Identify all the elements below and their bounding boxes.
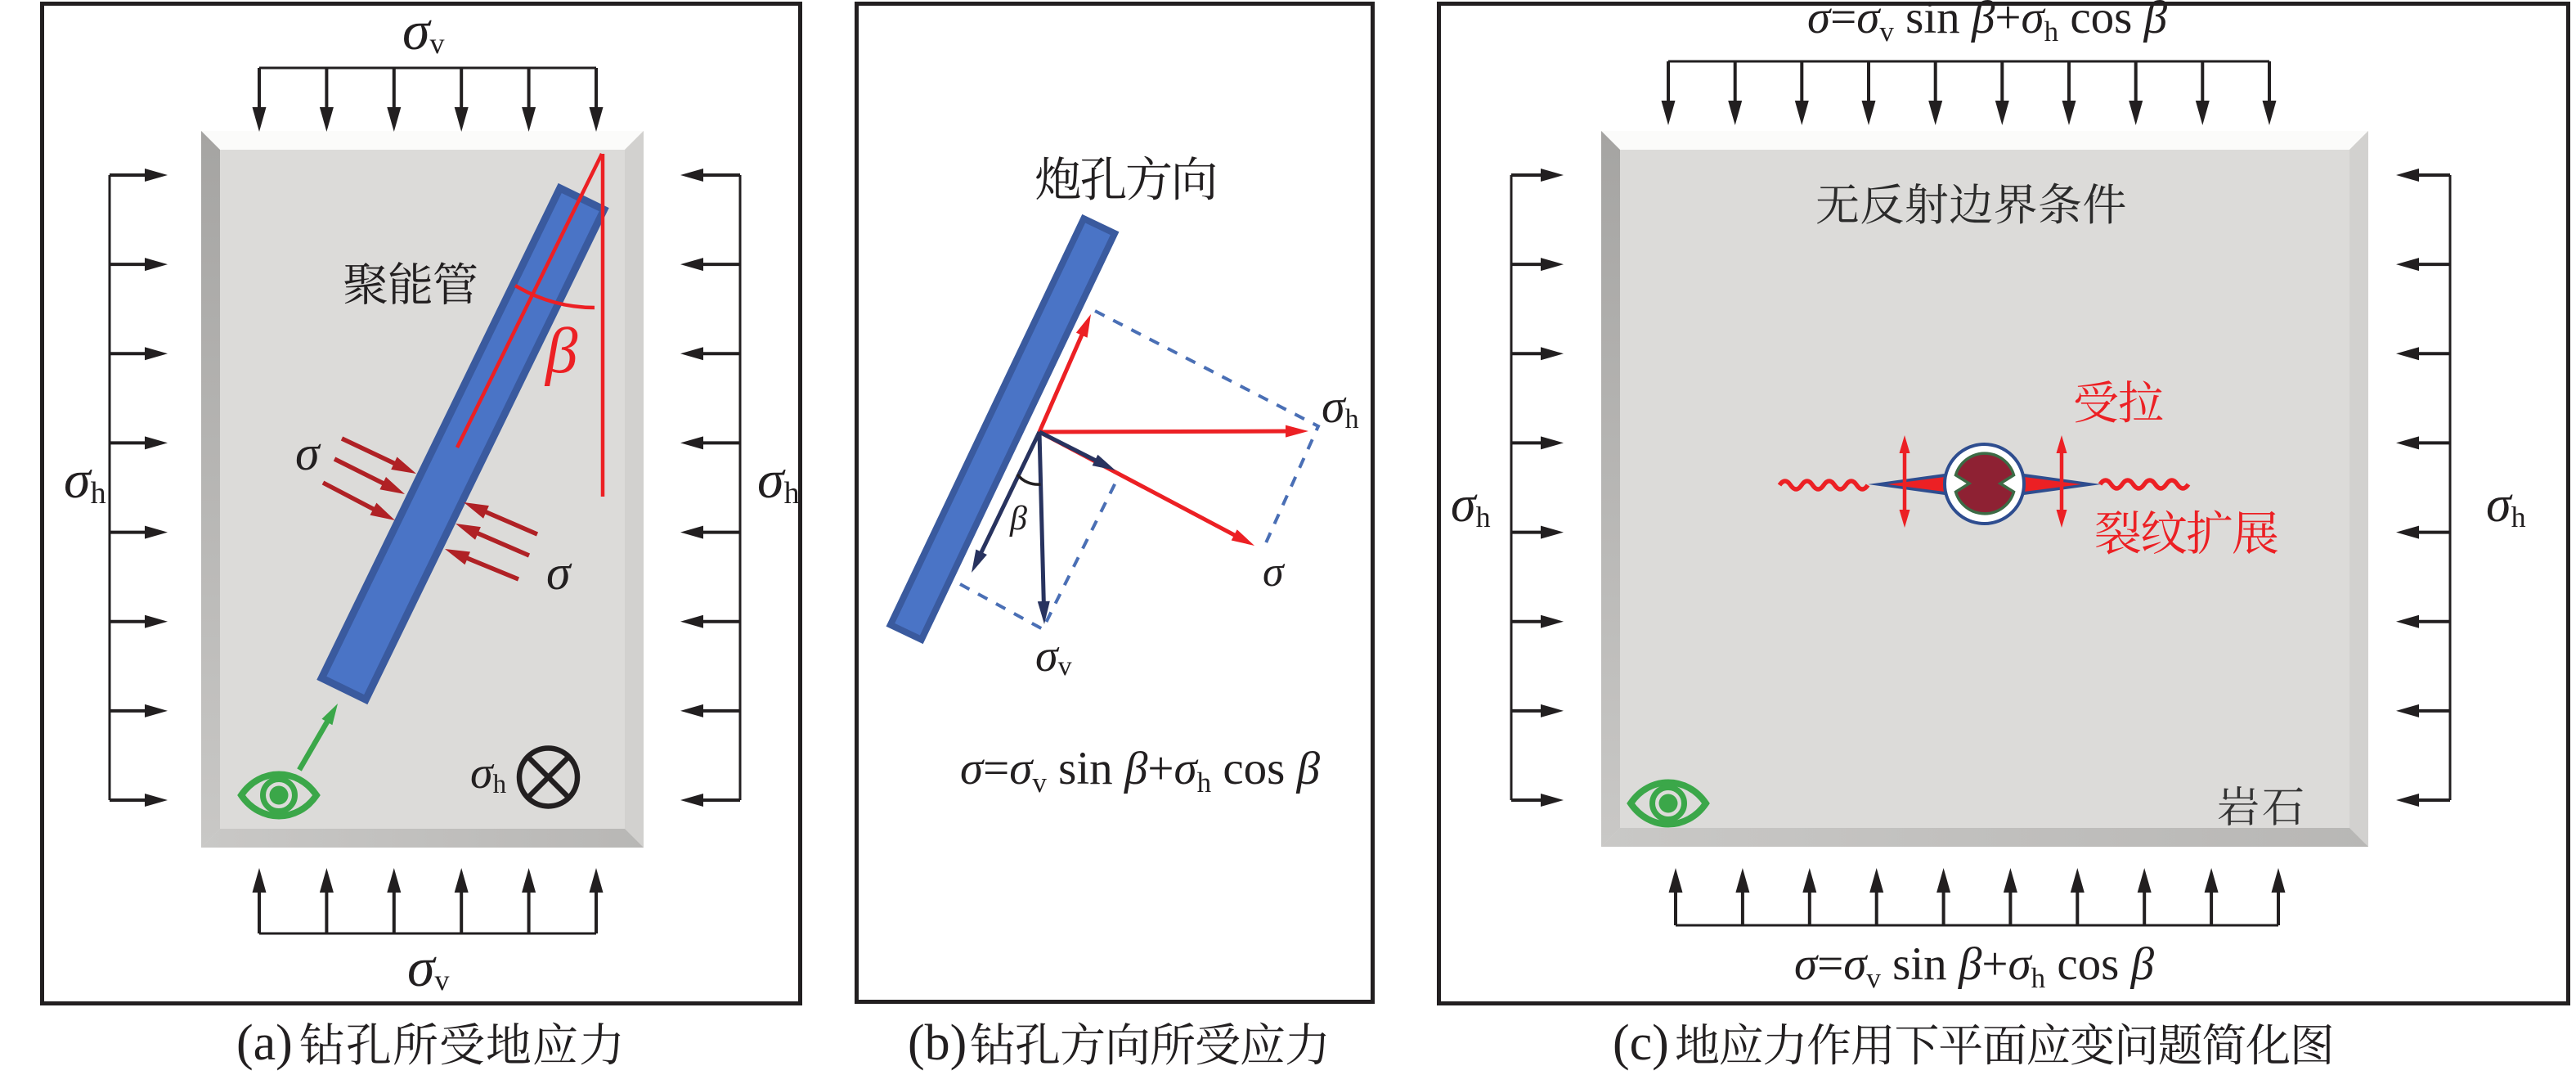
svg-text:σ=σv sin β+σh cos β: σ=σv sin β+σh cos β — [960, 743, 1321, 798]
svg-text:σ=σv sin β+σh cos β: σ=σv sin β+σh cos β — [1807, 0, 2168, 47]
svg-text:σh: σh — [64, 450, 106, 511]
svg-text:σh: σh — [470, 748, 507, 799]
svg-text:σ=σv sin β+σh cos β: σ=σv sin β+σh cos β — [1794, 938, 2155, 994]
svg-text:β: β — [1009, 500, 1027, 538]
svg-text:σ: σ — [1263, 549, 1286, 596]
svg-text:σ: σ — [546, 546, 572, 600]
svg-text:(a): (a) — [236, 1015, 293, 1071]
svg-text:σv: σv — [1035, 631, 1072, 681]
svg-text:(b): (b) — [908, 1015, 967, 1071]
svg-text:σv: σv — [402, 0, 445, 61]
svg-text:σh: σh — [1322, 380, 1359, 434]
svg-text:σ: σ — [295, 426, 321, 480]
svg-text:(c): (c) — [1613, 1015, 1669, 1071]
svg-text:β: β — [544, 316, 578, 387]
